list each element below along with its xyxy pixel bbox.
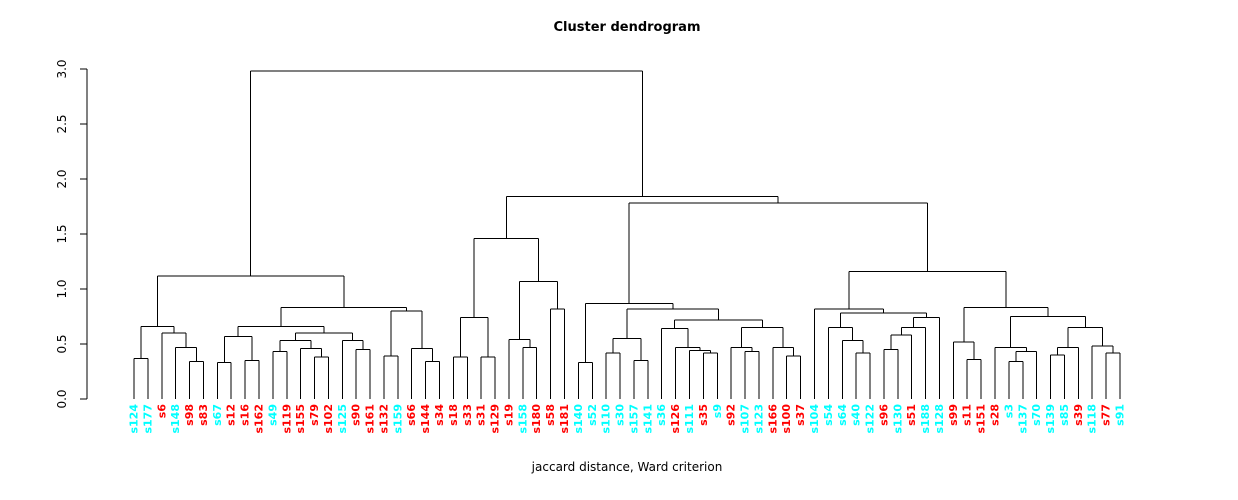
leaf-label: s126 xyxy=(669,404,682,434)
leaf-label: s3 xyxy=(1002,404,1015,418)
chart-title: Cluster dendrogram xyxy=(553,20,701,35)
leaf-label: s37 xyxy=(794,404,807,426)
leaf-label: s125 xyxy=(336,404,349,434)
leaf-label: s30 xyxy=(614,404,627,426)
leaf-label: s122 xyxy=(864,404,877,434)
leaf-label: s34 xyxy=(433,404,446,426)
leaf-label: s18 xyxy=(447,404,460,426)
leaf-label: s79 xyxy=(308,404,321,426)
leaf-label: s124 xyxy=(128,404,141,434)
y-axis-tick-label: 2.0 xyxy=(55,169,69,188)
leaf-label: s58 xyxy=(544,404,557,426)
leaf-label: s141 xyxy=(641,404,654,434)
leaf-label: s158 xyxy=(516,404,529,434)
leaf-label: s70 xyxy=(1030,404,1043,426)
leaf-label: s67 xyxy=(211,404,224,426)
leaf-label: s110 xyxy=(600,404,613,434)
leaf-label: s159 xyxy=(391,404,404,434)
leaf-label: s40 xyxy=(850,404,863,426)
leaf-label: s12 xyxy=(225,404,238,426)
leaf-label: s6 xyxy=(155,404,168,419)
leaf-label: s151 xyxy=(975,404,988,434)
y-axis-tick-label: 2.5 xyxy=(55,114,69,133)
leaf-label: s90 xyxy=(350,404,363,426)
leaf-label: s157 xyxy=(627,404,640,434)
y-axis-tick-label: 1.0 xyxy=(55,279,69,298)
leaf-label: s102 xyxy=(322,404,335,434)
y-axis-tick-label: 0.5 xyxy=(55,334,69,353)
leaf-label: s144 xyxy=(419,404,432,434)
leaf-label: s64 xyxy=(836,404,849,426)
leaf-label: s49 xyxy=(266,404,279,426)
leaf-label: s180 xyxy=(530,404,543,434)
leaf-label: s123 xyxy=(752,404,765,434)
leaf-label: s33 xyxy=(461,404,474,426)
leaf-label: s54 xyxy=(822,404,835,426)
leaf-label: s99 xyxy=(947,404,960,426)
leaf-label: s130 xyxy=(891,404,904,434)
leaf-label: s19 xyxy=(503,404,516,426)
leaf-label: s51 xyxy=(905,404,918,426)
leaf-label: s132 xyxy=(378,404,391,434)
leaf-label: s35 xyxy=(697,404,710,426)
leaf-label: s107 xyxy=(739,404,752,434)
leaf-label: s139 xyxy=(1044,404,1057,434)
leaf-label: s39 xyxy=(1072,404,1085,426)
leaf-label: s11 xyxy=(961,404,974,426)
leaf-label: s28 xyxy=(989,404,1002,426)
leaf-label: s148 xyxy=(169,404,182,434)
leaf-label: s85 xyxy=(1058,404,1071,426)
leaf-label: s9 xyxy=(711,404,724,418)
leaf-label: s129 xyxy=(489,404,502,434)
leaf-label: s96 xyxy=(877,404,890,426)
leaf-label: s166 xyxy=(766,404,779,434)
y-axis-tick-label: 1.5 xyxy=(55,224,69,243)
leaf-label: s104 xyxy=(808,404,821,434)
x-axis-caption: jaccard distance, Ward criterion xyxy=(531,460,723,474)
leaf-label: s111 xyxy=(683,404,696,434)
leaf-label: s161 xyxy=(364,404,377,434)
leaf-label: s36 xyxy=(655,404,668,426)
leaf-label: s140 xyxy=(572,404,585,434)
leaf-label: s83 xyxy=(197,404,210,426)
leaf-label: s98 xyxy=(183,404,196,426)
leaf-label: s118 xyxy=(1086,404,1099,434)
leaf-label: s137 xyxy=(1016,404,1029,434)
leaf-label: s52 xyxy=(586,404,599,426)
leaf-label: s31 xyxy=(475,404,488,426)
leaf-label: s16 xyxy=(239,404,252,426)
leaf-label: s77 xyxy=(1100,404,1113,426)
leaf-label: s91 xyxy=(1114,404,1127,426)
leaf-label: s128 xyxy=(933,404,946,434)
leaf-label: s155 xyxy=(294,404,307,434)
leaf-label: s181 xyxy=(558,404,571,434)
leaf-label: s100 xyxy=(780,404,793,434)
leaf-label: s66 xyxy=(405,404,418,426)
leaf-label: s188 xyxy=(919,404,932,434)
leaf-label: s92 xyxy=(725,404,738,426)
y-axis-tick-label: 3.0 xyxy=(55,59,69,78)
y-axis-tick-label: 0.0 xyxy=(55,389,69,408)
leaf-label: s162 xyxy=(253,404,266,434)
leaf-label: s177 xyxy=(141,404,154,434)
leaf-label: s119 xyxy=(280,404,293,434)
